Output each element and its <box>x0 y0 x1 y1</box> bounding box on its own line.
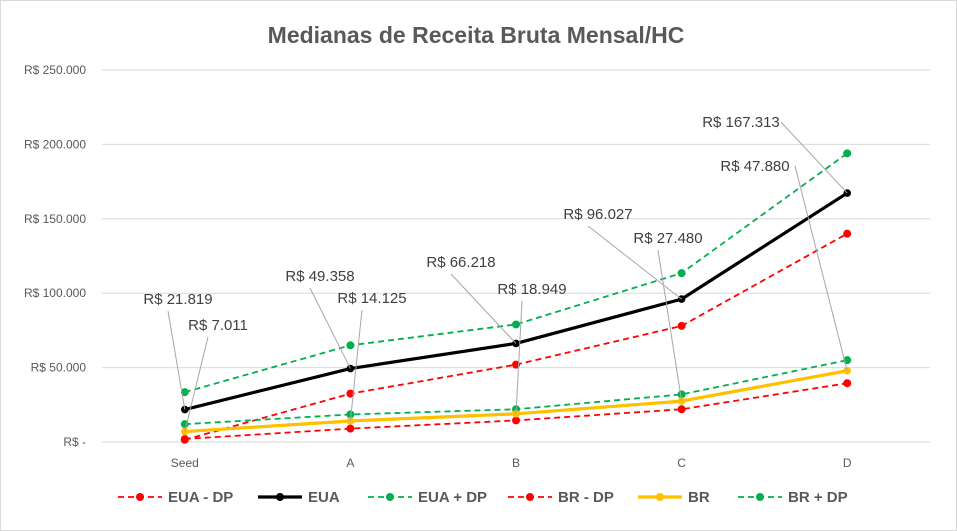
data-label-eua-d: R$ 167.313 <box>702 114 780 131</box>
y-tick-label-1: R$ 50.000 <box>31 361 87 375</box>
data-label-br-b: R$ 18.949 <box>497 281 566 298</box>
data-label-eua-a: R$ 49.358 <box>285 268 354 285</box>
marker-br-plus-dp-c <box>677 390 686 399</box>
data-label-eua-c: R$ 96.027 <box>563 206 632 223</box>
leader-line-br-c <box>657 249 683 402</box>
y-tick-label-0: R$ - <box>63 435 86 449</box>
marker-br-c <box>677 397 686 405</box>
legend-marker-eua-dp <box>136 493 144 501</box>
series-line-eua-plus-dp <box>184 152 848 394</box>
legend-marker-br-dp <box>526 493 534 501</box>
marker-eua-dp-a <box>346 389 355 398</box>
y-tick-label-3: R$ 150.000 <box>24 212 86 226</box>
x-tick-label-c: C <box>677 456 686 470</box>
marker-eua-plus-dp-seed <box>180 388 189 397</box>
y-axis: R$ - R$ 50.000 R$ 100.000 R$ 150.000 R$ 200.… <box>24 63 86 449</box>
marker-eua-dp-b <box>512 360 520 369</box>
leader-line-eua-seed <box>167 310 186 410</box>
data-label-br-a: R$ 14.125 <box>337 290 406 307</box>
legend-label-br-plus-dp: BR + DP <box>788 489 848 506</box>
marker-eua-plus-dp-b <box>512 320 520 329</box>
leader-line-eua-b <box>450 273 517 344</box>
legend-label-eua-plus-dp: EUA + DP <box>418 489 487 506</box>
marker-br-plus-dp-a <box>346 410 355 419</box>
data-labels: R$ 21.819 R$ 7.011 R$ 49.358 R$ 14.125 R$ 66… <box>143 114 848 432</box>
marker-br-dp-c <box>677 405 686 414</box>
data-label-br-c: R$ 27.480 <box>633 230 702 247</box>
marker-eua-dp-c <box>677 321 686 330</box>
legend-marker-br-plus-dp <box>756 493 764 501</box>
data-label-eua-seed: R$ 21.819 <box>143 291 212 308</box>
gridlines <box>102 69 930 443</box>
x-tick-label-a: A <box>346 456 354 470</box>
x-tick-label-seed: Seed <box>171 456 199 470</box>
leader-line-eua-a <box>309 287 351 369</box>
marker-br-dp-b <box>512 416 520 425</box>
data-label-br-d: R$ 47.880 <box>720 158 789 175</box>
y-tick-label-5: R$ 250.000 <box>24 63 86 77</box>
legend-label-br: BR <box>688 489 710 506</box>
leader-line-eua-d <box>780 121 848 194</box>
marker-eua-dp-d <box>843 229 852 238</box>
leader-line-br-a <box>349 309 363 422</box>
legend-label-br-dp: BR - DP <box>558 489 614 506</box>
legend-label-eua: EUA <box>308 489 340 506</box>
legend: EUA - DP EUA EUA + DP BR - DP BR BR + DP <box>118 489 848 506</box>
marker-eua-plus-dp-a <box>346 341 355 350</box>
x-axis: Seed A B C D <box>171 456 852 470</box>
leader-line-br-seed <box>184 336 209 432</box>
legend-marker-br <box>656 493 664 501</box>
marker-br-dp-seed <box>180 435 189 444</box>
chart-title: Medianas de Receita Bruta Mensal/HC <box>268 22 685 48</box>
x-tick-label-b: B <box>512 456 520 470</box>
marker-eua-a <box>346 364 355 373</box>
marker-eua-plus-dp-c <box>677 269 686 278</box>
marker-br-dp-d <box>843 379 852 388</box>
leader-line-br-d <box>794 165 848 371</box>
marker-eua-plus-dp-d <box>843 149 852 158</box>
legend-marker-eua <box>276 493 284 501</box>
legend-label-eua-dp: EUA - DP <box>168 489 233 506</box>
y-tick-label-2: R$ 100.000 <box>24 286 86 300</box>
leader-line-eua-c <box>587 225 682 300</box>
y-tick-label-4: R$ 200.000 <box>24 137 86 151</box>
marker-br-d <box>843 366 851 375</box>
x-tick-label-d: D <box>843 456 852 470</box>
marker-br-dp-a <box>346 424 355 433</box>
legend-marker-eua-plus-dp <box>386 493 394 501</box>
data-label-br-seed: R$ 7.011 <box>188 317 248 334</box>
leader-line-br-b <box>515 300 523 414</box>
data-label-eua-b: R$ 66.218 <box>426 254 495 271</box>
